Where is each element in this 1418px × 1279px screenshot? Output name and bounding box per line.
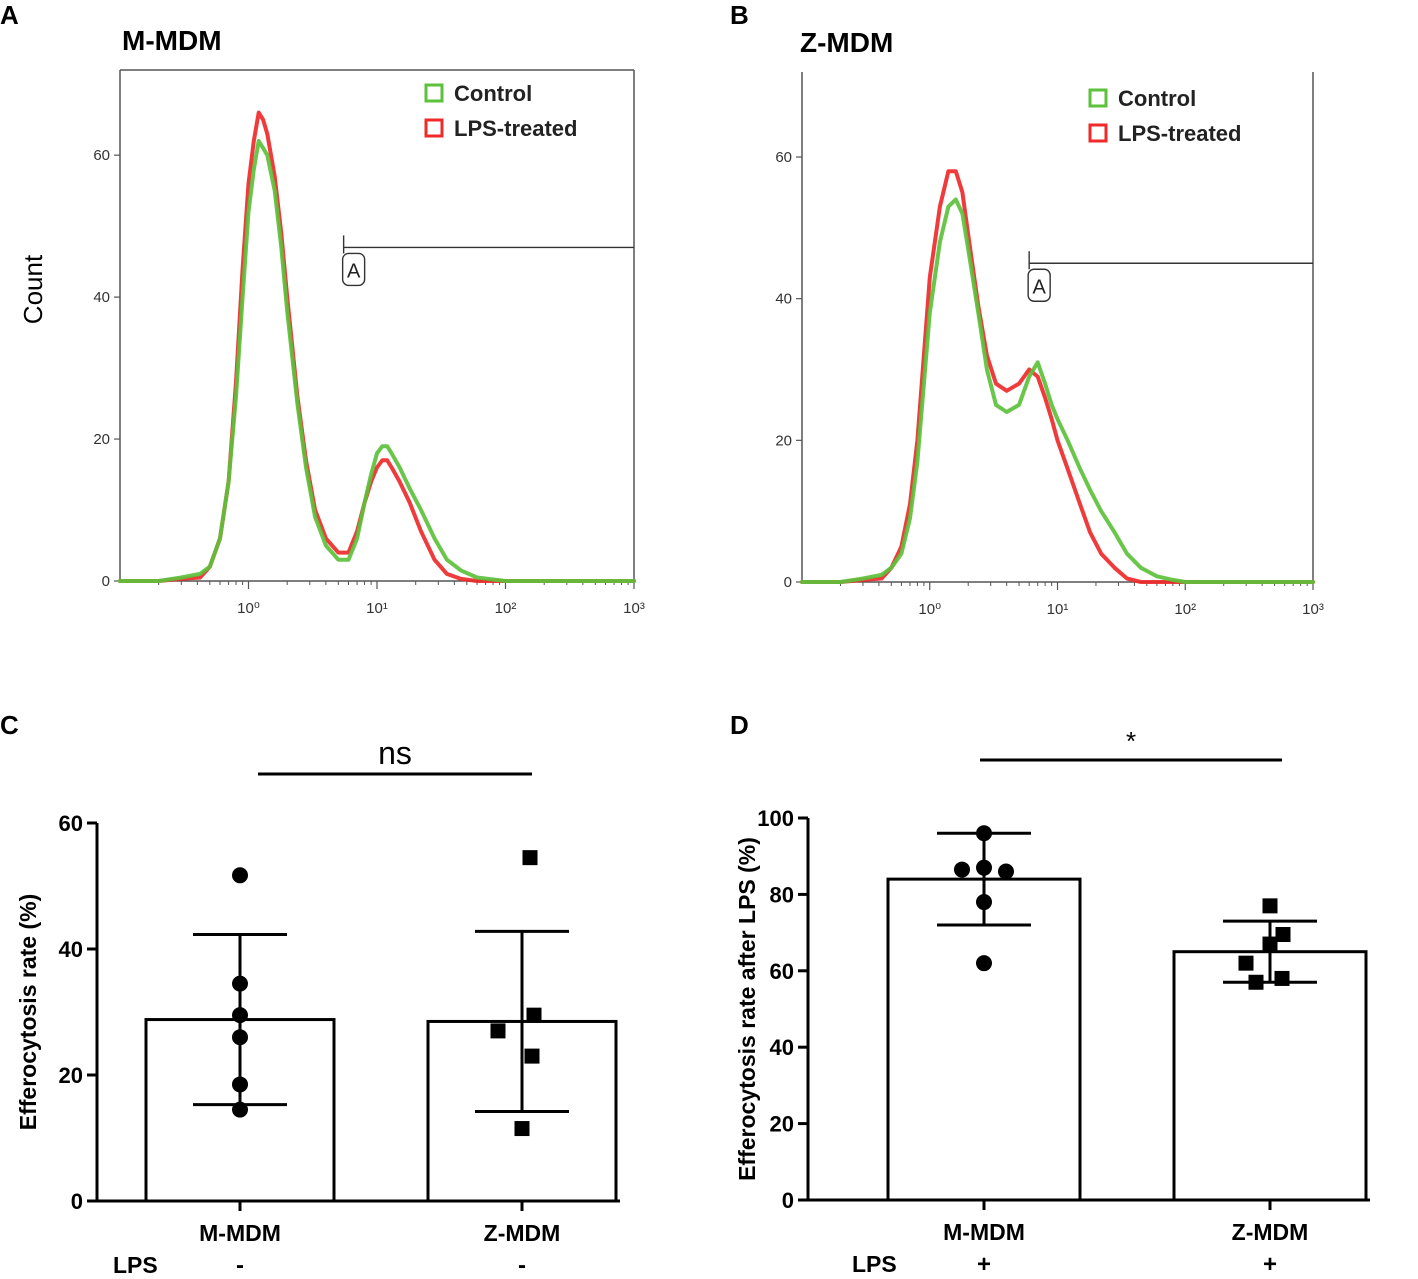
x-tick-label: 10² xyxy=(1174,601,1196,618)
panel-title-b: Z-MDM xyxy=(800,27,893,58)
gate-label-box xyxy=(341,252,366,287)
data-point xyxy=(1248,974,1264,990)
y-tick-label: 80 xyxy=(770,882,794,907)
y-tick-label: 60 xyxy=(59,811,83,836)
data-point xyxy=(232,975,248,992)
legend-swatch-lps xyxy=(424,118,444,138)
data-point xyxy=(998,863,1014,880)
panel-letter-a: A xyxy=(0,0,19,30)
y-axis-label: Efferocytosis rate after LPS (%) xyxy=(734,837,760,1181)
legend-swatch-control xyxy=(1088,88,1108,108)
y-tick-label: 100 xyxy=(757,806,794,831)
legend-label-control: Control xyxy=(454,81,532,106)
data-point xyxy=(976,859,992,876)
gate-label: A xyxy=(1032,276,1046,298)
x-tick-label-m-mdm: M-MDM xyxy=(943,1219,1025,1245)
x-tick-label: 10² xyxy=(495,600,517,617)
bar-panel-d: 0 20 40 60 80 100 Efferocytosis rate after LPS… xyxy=(734,726,1370,1278)
data-point xyxy=(514,1121,530,1137)
y-tick-label: 20 xyxy=(775,432,792,449)
significance-label: * xyxy=(1126,726,1136,756)
treatment-value: + xyxy=(1263,1251,1277,1278)
histogram-panel-b: 0 20 40 60 10⁰ 10¹ 10² 10³ A Control LPS-treated xyxy=(775,72,1324,618)
x-tick-label-m-mdm: M-MDM xyxy=(199,1220,281,1246)
data-point xyxy=(1262,936,1278,952)
x-tick-label: 10³ xyxy=(623,600,645,617)
x-tick-label: 10⁰ xyxy=(918,601,941,618)
data-point xyxy=(232,867,248,884)
legend-swatch-lps xyxy=(1088,123,1108,143)
y-tick-label: 60 xyxy=(770,959,794,984)
histogram-line-lps-treated xyxy=(118,110,636,583)
y-tick-label: 20 xyxy=(59,1063,83,1088)
data-point xyxy=(232,1029,248,1046)
data-point xyxy=(1262,898,1278,914)
bar-z-mdm xyxy=(1172,950,1368,1202)
y-tick-label: 40 xyxy=(770,1035,794,1060)
y-tick-label: 0 xyxy=(782,1188,794,1213)
histogram-line-control xyxy=(800,197,1315,584)
panel-letter-b: B xyxy=(730,0,749,30)
y-tick-label: 20 xyxy=(770,1112,794,1137)
y-tick-label: 40 xyxy=(59,937,83,962)
legend-label-lps: LPS-treated xyxy=(1118,121,1241,146)
y-tick-label: 40 xyxy=(775,291,792,308)
data-point xyxy=(1275,927,1291,943)
gate-label: A xyxy=(347,260,361,282)
histogram-panel-a: 0 20 40 60 10⁰ 10¹ 10² 10³ A Control LPS-treated Co… xyxy=(18,69,645,617)
panel-letter-d: D xyxy=(730,710,749,740)
y-axis-label: Count xyxy=(18,254,48,324)
data-point xyxy=(526,1007,542,1023)
y-tick-label: 20 xyxy=(93,431,110,448)
y-tick-label: 0 xyxy=(71,1189,83,1214)
histogram-line-control xyxy=(118,139,636,583)
y-axis-label: Efferocytosis rate (%) xyxy=(15,894,41,1130)
data-point xyxy=(976,894,992,911)
x-tick-label: 10⁰ xyxy=(237,600,260,617)
panel-letter-c: C xyxy=(0,710,19,740)
x-tick-label: 10³ xyxy=(1302,601,1324,618)
y-tick-label: 60 xyxy=(93,147,110,164)
data-point xyxy=(1274,970,1290,986)
legend-swatch-control xyxy=(424,83,444,103)
data-point xyxy=(976,955,992,972)
y-tick-label: 0 xyxy=(102,573,110,590)
data-point xyxy=(1238,955,1254,971)
data-point xyxy=(490,1023,506,1039)
data-point xyxy=(954,861,970,878)
x-tick-label-z-mdm: Z-MDM xyxy=(1232,1219,1309,1245)
y-tick-label: 40 xyxy=(93,289,110,306)
x-tick-label: 10¹ xyxy=(1047,601,1069,618)
histogram-line-lps-treated xyxy=(800,169,1315,584)
gate-label-box xyxy=(1027,268,1051,302)
treatment-label: LPS xyxy=(852,1251,897,1277)
bar-panel-c: 0 20 40 60 Efferocytosis rate (%) M-MDM - Z-MDM… xyxy=(15,735,620,1279)
bar-m-mdm xyxy=(886,877,1082,1202)
y-tick-label: 60 xyxy=(775,149,792,166)
panel-title-a: M-MDM xyxy=(122,25,222,56)
treatment-value: - xyxy=(518,1252,526,1279)
data-point xyxy=(976,825,992,842)
data-point xyxy=(232,1101,248,1118)
legend-label-lps: LPS-treated xyxy=(454,116,577,141)
data-point xyxy=(524,1048,540,1064)
data-point xyxy=(232,1076,248,1093)
y-tick-label: 0 xyxy=(784,574,792,591)
x-tick-label: 10¹ xyxy=(366,600,388,617)
treatment-value: - xyxy=(236,1252,244,1279)
data-point xyxy=(522,850,538,866)
x-tick-label-z-mdm: Z-MDM xyxy=(484,1220,561,1246)
significance-label: ns xyxy=(378,735,412,771)
treatment-label: LPS xyxy=(113,1252,158,1278)
treatment-value: + xyxy=(977,1251,991,1278)
data-point xyxy=(232,1007,248,1024)
legend-label-control: Control xyxy=(1118,86,1196,111)
